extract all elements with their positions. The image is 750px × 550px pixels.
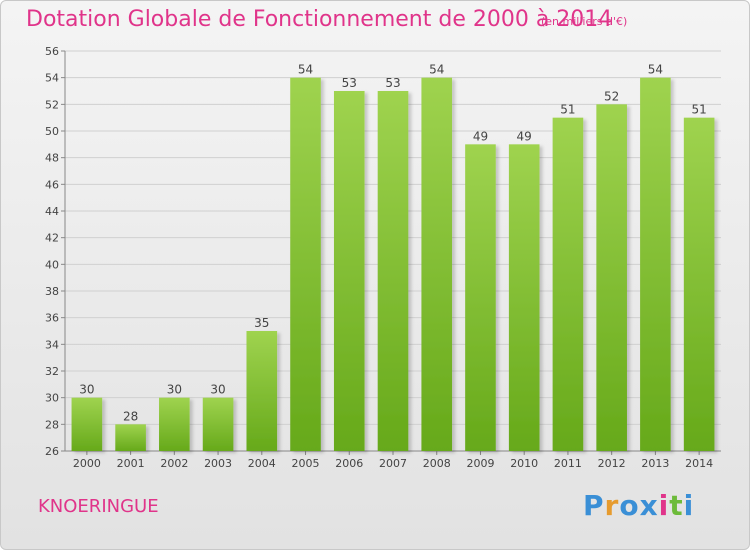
- bar-value-label: 53: [385, 76, 400, 90]
- x-tick-label: 2011: [554, 457, 582, 470]
- y-tick-label: 40: [45, 258, 59, 271]
- logo-letter: i: [683, 489, 695, 522]
- y-tick-label: 30: [45, 392, 59, 405]
- bar-2003: [202, 397, 234, 451]
- proxiti-logo: Proxiti: [583, 489, 694, 522]
- bar-value-label: 35: [254, 316, 269, 330]
- x-tick-label: 2002: [160, 457, 188, 470]
- logo-letter: r: [604, 489, 620, 522]
- x-tick-label: 2010: [510, 457, 538, 470]
- bar-value-label: 30: [79, 383, 94, 397]
- bar-2007: [377, 91, 409, 451]
- bar-value-label: 30: [210, 383, 225, 397]
- y-tick-label: 28: [45, 418, 59, 431]
- x-tick-label: 2007: [379, 457, 407, 470]
- bar-value-label: 51: [691, 103, 706, 117]
- y-tick-label: 26: [45, 445, 59, 458]
- bar-2012: [596, 104, 627, 451]
- x-tick-label: 2000: [73, 457, 101, 470]
- y-tick-label: 52: [45, 98, 59, 111]
- y-tick-label: 42: [45, 232, 59, 245]
- bar-2014: [683, 117, 715, 452]
- logo-letter: t: [669, 489, 684, 522]
- bar-2004: [246, 331, 278, 451]
- x-tick-label: 2006: [335, 457, 363, 470]
- bar-2002: [159, 397, 190, 451]
- y-tick-label: 44: [45, 205, 59, 218]
- bar-value-label: 28: [123, 409, 138, 423]
- chart-title: Dotation Globale de Fonctionnement de 20…: [26, 7, 613, 32]
- y-tick-label: 32: [45, 365, 59, 378]
- x-tick-label: 2003: [204, 457, 232, 470]
- bar-2009: [465, 144, 496, 452]
- bar-value-label: 51: [560, 103, 575, 117]
- bar-value-label: 49: [473, 129, 488, 143]
- y-tick-label: 48: [45, 152, 59, 165]
- x-tick-label: 2008: [423, 457, 451, 470]
- city-name: KNOERINGUE: [38, 496, 159, 517]
- x-tick-label: 2012: [598, 457, 626, 470]
- x-tick-label: 2004: [248, 457, 276, 470]
- bar-value-label: 53: [342, 76, 357, 90]
- y-tick-label: 38: [45, 285, 59, 298]
- logo-letter: o: [619, 489, 640, 522]
- y-tick-label: 36: [45, 312, 59, 325]
- logo-letter: P: [583, 489, 605, 522]
- y-tick-label: 54: [45, 72, 59, 85]
- bar-value-label: 54: [429, 63, 444, 77]
- x-tick-label: 2009: [466, 457, 494, 470]
- x-tick-label: 2013: [641, 457, 669, 470]
- y-tick-label: 46: [45, 178, 59, 191]
- bar-2010: [508, 144, 540, 452]
- bar-value-label: 54: [298, 63, 313, 77]
- labels: 26 28 30 32 34 36 38 40 42 44 46 48 50 52 54 56 30 2000 28…: [45, 45, 713, 470]
- bar-value-label: 30: [167, 383, 182, 397]
- x-tick-label: 2001: [117, 457, 145, 470]
- bar-2008: [421, 77, 453, 452]
- bar-2001: [115, 424, 146, 451]
- bar-value-label: 52: [604, 89, 619, 103]
- bar-2005: [290, 77, 321, 452]
- bar-2000: [71, 397, 103, 451]
- y-tick-label: 50: [45, 125, 59, 138]
- y-tick-label: 34: [45, 338, 59, 351]
- bar-2006: [333, 91, 365, 451]
- bars: [71, 77, 715, 452]
- y-tick-label: 56: [45, 45, 59, 58]
- bar-2013: [640, 77, 671, 452]
- logo-letter: i: [658, 489, 670, 522]
- x-tick-label: 2014: [685, 457, 713, 470]
- bar-value-label: 54: [648, 63, 663, 77]
- logo-letter: x: [639, 489, 659, 522]
- bar-value-label: 49: [517, 129, 532, 143]
- x-tick-label: 2005: [292, 457, 320, 470]
- chart-subtitle: (en milliers d'€): [541, 15, 628, 28]
- bar-2011: [552, 117, 584, 452]
